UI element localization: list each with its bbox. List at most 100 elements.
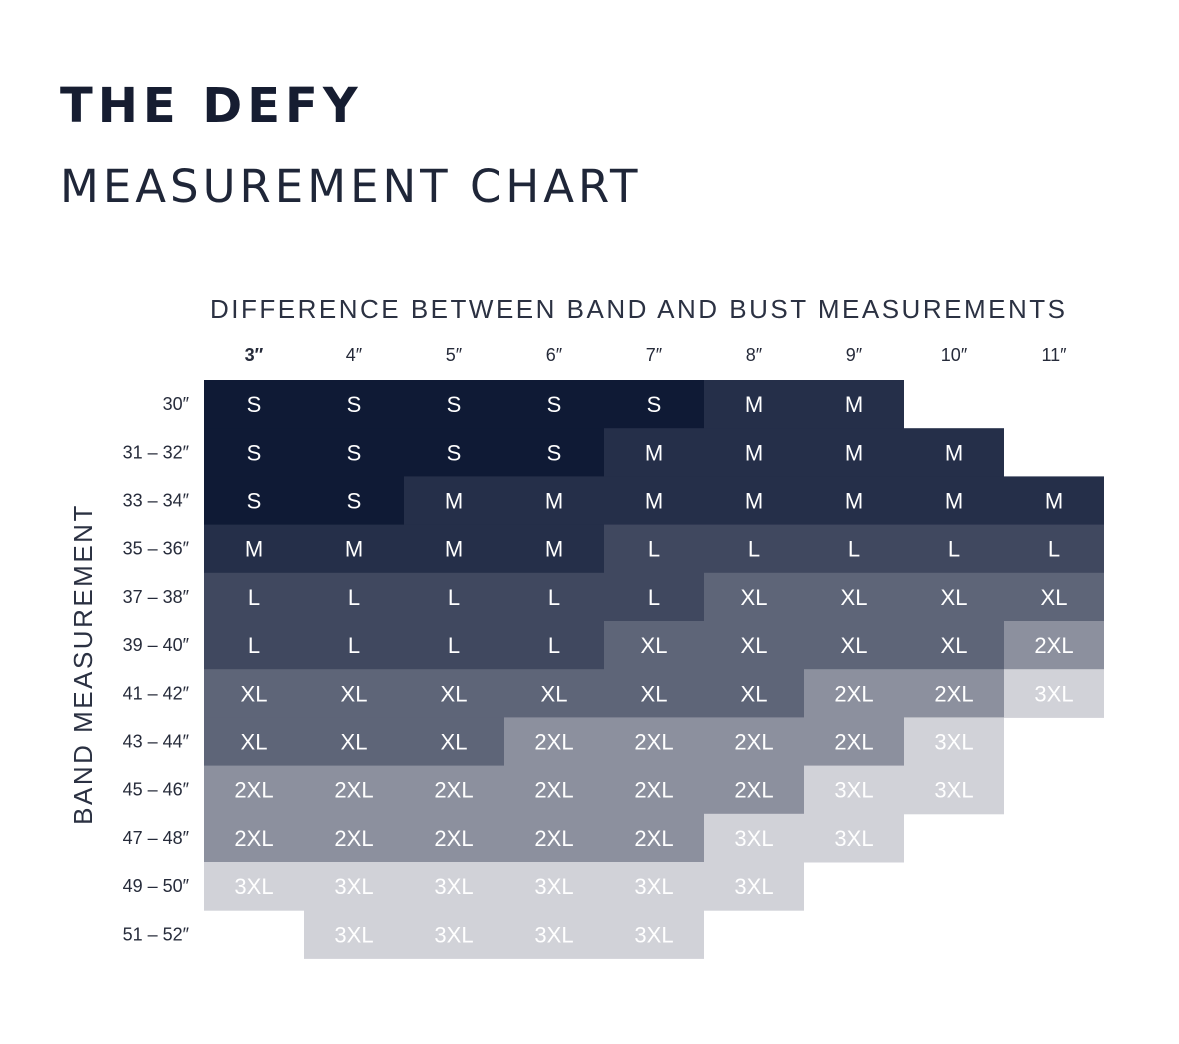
size-cell-label: M: [1045, 489, 1063, 514]
size-cell: [804, 524, 904, 574]
size-cell: [504, 910, 604, 959]
size-cell: [704, 428, 804, 477]
size-cell-label: 3XL: [1034, 681, 1073, 706]
size-cell: [1004, 669, 1104, 718]
size-cell: [604, 380, 704, 429]
size-cell-label: S: [647, 392, 662, 417]
size-cell: [904, 572, 1004, 622]
size-cell-label: L: [848, 537, 860, 562]
size-cell: [804, 621, 904, 670]
size-cell-label: XL: [1041, 585, 1068, 610]
size-cell-label: L: [1048, 537, 1060, 562]
size-cell-label: XL: [541, 681, 568, 706]
size-cell: [904, 717, 1004, 767]
size-cell-label: 2XL: [534, 730, 573, 755]
size-cell: [504, 813, 604, 863]
size-cell: [204, 862, 304, 911]
size-cell-label: 2XL: [334, 826, 373, 851]
size-cell: [704, 669, 804, 718]
size-cell-label: XL: [341, 681, 368, 706]
size-cell-label: M: [445, 489, 463, 514]
row-label: 35 – 36″: [123, 539, 190, 559]
size-cell-label: M: [845, 440, 863, 465]
size-cell: [304, 813, 404, 863]
size-cell-label: 2XL: [534, 778, 573, 803]
column-label: 3″: [245, 345, 264, 365]
size-cell-label: M: [545, 489, 563, 514]
row-label: 51 – 52″: [123, 924, 190, 944]
size-cell-label: XL: [841, 633, 868, 658]
size-cell: [704, 476, 804, 526]
size-cell: [904, 476, 1004, 526]
column-label: 7″: [646, 345, 663, 365]
size-cell: [304, 862, 404, 911]
column-label: 10″: [941, 345, 968, 365]
size-cell: [404, 572, 504, 622]
size-cell-label: XL: [641, 681, 668, 706]
size-cell: [404, 524, 504, 574]
size-cell-label: 2XL: [634, 826, 673, 851]
size-cell-label: L: [748, 537, 760, 562]
size-cell-label: M: [845, 489, 863, 514]
size-cell-label: 3XL: [834, 778, 873, 803]
size-cell-label: XL: [441, 681, 468, 706]
size-cell: [304, 717, 404, 767]
size-cell-label: XL: [841, 585, 868, 610]
row-label: 47 – 48″: [123, 828, 190, 848]
size-cell-label: 3XL: [234, 874, 273, 899]
size-cell-label: XL: [341, 730, 368, 755]
size-cell: [604, 717, 704, 767]
size-cell-label: L: [248, 633, 260, 658]
size-cell-label: M: [745, 392, 763, 417]
size-cell-label: 3XL: [634, 922, 673, 947]
size-cell-label: M: [745, 440, 763, 465]
size-cell: [504, 476, 604, 526]
x-axis-title: DIFFERENCE BETWEEN BAND AND BUST MEASURE…: [210, 294, 1068, 324]
size-cell: [204, 813, 304, 863]
size-cell-label: S: [247, 440, 262, 465]
size-cell: [204, 380, 304, 429]
size-cell-label: M: [945, 489, 963, 514]
size-cell-label: XL: [741, 585, 768, 610]
row-label: 41 – 42″: [123, 683, 190, 703]
size-cell: [404, 621, 504, 670]
size-cell-label: S: [347, 489, 362, 514]
size-cell: [304, 524, 404, 574]
row-label: 37 – 38″: [123, 587, 190, 607]
size-cell-label: 2XL: [634, 778, 673, 803]
size-cell: [204, 524, 304, 574]
size-cell: [404, 765, 504, 815]
size-cell-label: XL: [941, 633, 968, 658]
size-cell-label: XL: [741, 633, 768, 658]
size-cell: [904, 524, 1004, 574]
size-cell-label: 3XL: [734, 874, 773, 899]
size-cell-label: M: [445, 537, 463, 562]
size-cell: [604, 910, 704, 959]
size-cell: [704, 765, 804, 815]
size-cell: [604, 476, 704, 526]
size-cell: [404, 380, 504, 429]
size-cell: [704, 524, 804, 574]
size-cell: [604, 621, 704, 670]
size-cell: [504, 669, 604, 718]
size-cell-label: M: [645, 489, 663, 514]
size-cell-label: XL: [441, 730, 468, 755]
size-cell-label: 3XL: [734, 826, 773, 851]
size-cell-label: 3XL: [434, 874, 473, 899]
size-cell: [904, 765, 1004, 815]
size-cell: [1004, 524, 1104, 574]
size-cell: [504, 524, 604, 574]
size-cell: [404, 428, 504, 477]
size-cell-label: M: [945, 440, 963, 465]
size-cell-label: 3XL: [334, 922, 373, 947]
size-cell-label: 3XL: [534, 874, 573, 899]
size-cell: [504, 717, 604, 767]
size-cell-label: L: [648, 537, 660, 562]
size-cell: [304, 621, 404, 670]
column-label: 4″: [346, 345, 363, 365]
column-label: 9″: [846, 345, 863, 365]
size-cell-label: XL: [641, 633, 668, 658]
size-cell: [304, 476, 404, 526]
size-cell: [504, 380, 604, 429]
